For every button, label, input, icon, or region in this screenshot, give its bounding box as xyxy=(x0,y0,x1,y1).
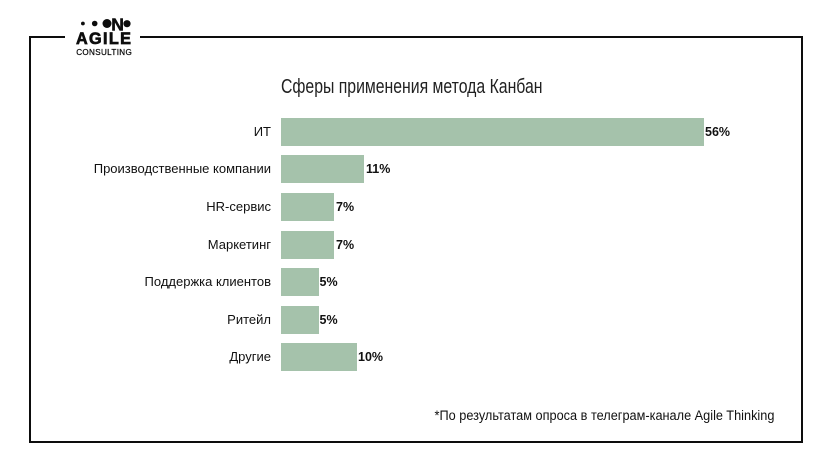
svg-text:AGILE: AGILE xyxy=(76,30,132,48)
svg-text:N: N xyxy=(111,14,124,34)
svg-text:CONSULTING: CONSULTING xyxy=(76,48,132,57)
